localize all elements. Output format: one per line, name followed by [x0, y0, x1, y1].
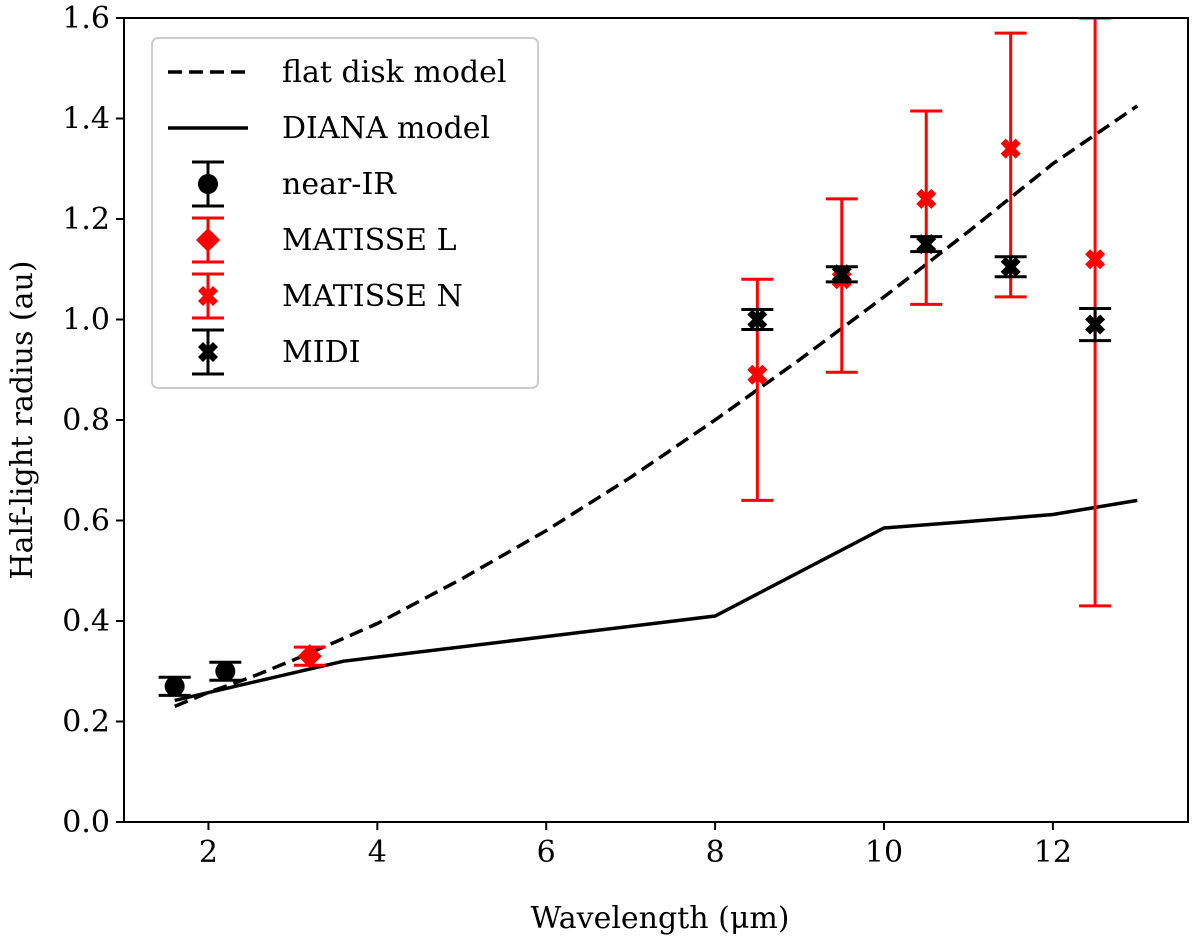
x-tick-label: 4: [368, 835, 387, 870]
legend-matisse-l-marker: [196, 228, 220, 252]
y-tick-label: 0.4: [62, 604, 110, 639]
x-axis-label: Wavelength (μm): [531, 901, 790, 936]
y-tick-label: 1.4: [62, 102, 110, 137]
midi-point-1: [747, 309, 768, 330]
y-tick-label: 0.8: [62, 403, 110, 438]
flat-disk-model-line: [174, 104, 1139, 709]
legend-near-ir-marker: [198, 174, 218, 194]
y-tick-label: 1.2: [62, 202, 110, 237]
legend-matisse-n-marker: [198, 286, 218, 306]
legend-matisse-l-label: MATISSE L: [282, 223, 457, 258]
y-tick-label: 0.2: [62, 705, 110, 740]
legend-flat-disk-model-label: flat disk model: [282, 55, 506, 90]
legend-box: [151, 37, 539, 389]
legend: flat disk model DIANA model near-IR MATISSE…: [151, 37, 539, 389]
plot-area: [158, 18, 1139, 709]
matisse-n-point-4: [1000, 138, 1021, 159]
matisse-l-point-1: [297, 644, 322, 669]
near-ir-point-2: [215, 661, 236, 682]
y-tick-label: 0.6: [62, 504, 110, 539]
midi-point-3: [916, 234, 937, 255]
legend-near-ir-label: near-IR: [282, 167, 397, 202]
matisse-n-point-5: [1085, 249, 1106, 270]
model-lines: [174, 104, 1139, 709]
y-tick-label: 1.6: [62, 1, 110, 36]
y-axis-label: Half-light radius (au): [5, 260, 40, 579]
midi-point-2: [831, 264, 852, 285]
x-tick-label: 2: [199, 835, 218, 870]
legend-matisse-n-label: MATISSE N: [282, 279, 463, 314]
diana-model-line: [174, 498, 1138, 703]
axes: 2 4 6 8 10 12 0.0 0.2 0.4 0.6 0.8 1.0 1.2 1.4 1.6: [62, 1, 1189, 870]
matisse-n-point-1: [747, 364, 768, 385]
midi-point-5: [1085, 314, 1106, 335]
data-points: [158, 18, 1112, 697]
legend-midi-marker: [198, 342, 218, 362]
x-tick-label: 12: [1034, 835, 1072, 870]
legend-diana-model-label: DIANA model: [282, 111, 490, 146]
x-tick-label: 8: [706, 835, 725, 870]
midi-point-4: [1000, 256, 1021, 277]
legend-midi-label: MIDI: [282, 335, 360, 370]
x-tick-label: 6: [537, 835, 556, 870]
matisse-n-point-3: [916, 188, 937, 209]
y-tick-label: 0.0: [62, 805, 110, 840]
near-ir-point-1: [164, 676, 185, 697]
y-tick-label: 1.0: [62, 303, 110, 338]
x-tick-label: 10: [865, 835, 903, 870]
